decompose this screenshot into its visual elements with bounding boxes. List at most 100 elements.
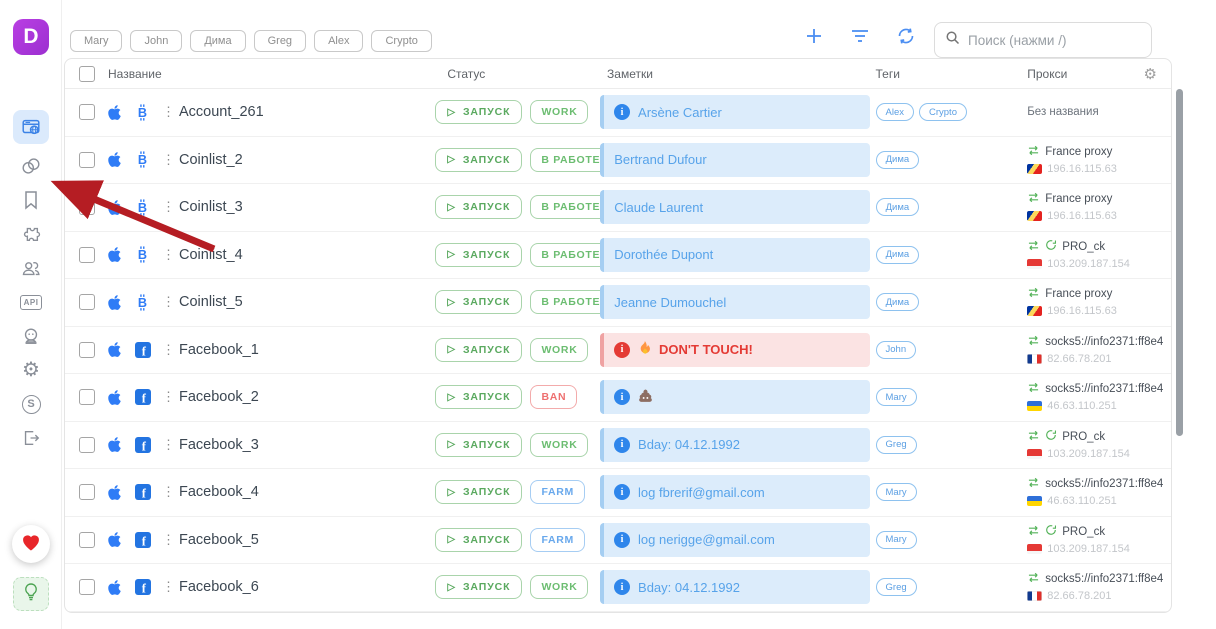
tag-chip[interactable]: Дима: [875, 245, 920, 264]
row-checkbox[interactable]: [79, 579, 95, 596]
status-badge[interactable]: В РАБОТЕ: [530, 242, 612, 267]
tag-chip[interactable]: Mary: [875, 530, 917, 549]
status-badge[interactable]: FARM: [530, 527, 585, 552]
launch-button[interactable]: ▷ ЗАПУСК: [435, 480, 523, 505]
status-badge[interactable]: WORK: [530, 432, 589, 457]
note[interactable]: i Bday: 04.12.1992: [600, 570, 871, 605]
ideas-button[interactable]: [13, 577, 49, 611]
row-checkbox[interactable]: [79, 294, 95, 311]
note[interactable]: i Dorothée Dupont: [600, 237, 871, 272]
row-menu-icon[interactable]: ⋮: [162, 531, 175, 547]
status-badge[interactable]: WORK: [530, 575, 589, 600]
launch-button[interactable]: ▷ ЗАПУСК: [435, 242, 523, 267]
launch-button[interactable]: ▷ ЗАПУСК: [435, 432, 523, 457]
row-checkbox[interactable]: [79, 199, 95, 216]
launch-button[interactable]: ▷ ЗАПУСК: [435, 100, 523, 125]
proxy-cell[interactable]: PRO_ck 103.209.187.154: [1015, 429, 1171, 460]
sidebar-item-statuses[interactable]: [14, 324, 48, 348]
proxy-cell[interactable]: France proxy 196.16.115.63: [1015, 145, 1171, 175]
sidebar-item-subscription[interactable]: S: [14, 392, 48, 416]
status-badge[interactable]: FARM: [530, 480, 585, 505]
proxy-cell[interactable]: socks5://info2371:ff8e4 82.66.78.201: [1015, 572, 1171, 602]
launch-button[interactable]: ▷ ЗАПУСК: [435, 147, 523, 172]
row-checkbox[interactable]: [79, 484, 95, 501]
note[interactable]: i Jeanne Dumouchel: [600, 285, 871, 320]
sidebar-item-bookmarks[interactable]: [14, 188, 48, 212]
tag-chip[interactable]: Дима: [875, 150, 920, 169]
status-badge[interactable]: WORK: [530, 337, 589, 362]
proxy-cell[interactable]: socks5://info2371:ff8e4 46.63.110.251: [1015, 382, 1171, 412]
proxy-cell[interactable]: France proxy 196.16.115.63: [1015, 287, 1171, 317]
row-checkbox[interactable]: [79, 341, 95, 358]
launch-button[interactable]: ▷ ЗАПУСК: [435, 290, 523, 315]
tag-chip[interactable]: Дима: [875, 293, 920, 312]
table-settings-gear-icon[interactable]: ⚙: [1143, 65, 1157, 83]
note[interactable]: i log nerigge@gmail.com: [600, 522, 871, 557]
search-input[interactable]: [968, 32, 1145, 48]
row-menu-icon[interactable]: ⋮: [162, 151, 175, 167]
tag-filter-chip[interactable]: Greg: [253, 30, 307, 52]
row-checkbox[interactable]: [79, 531, 95, 548]
launch-button[interactable]: ▷ ЗАПУСК: [435, 575, 523, 600]
vertical-scrollbar[interactable]: [1176, 89, 1183, 436]
note[interactable]: i Bday: 04.12.1992: [600, 427, 871, 462]
row-menu-icon[interactable]: ⋮: [162, 484, 175, 500]
favorites-button[interactable]: [12, 525, 50, 563]
row-checkbox[interactable]: [79, 246, 95, 263]
sidebar-item-api[interactable]: API: [14, 290, 48, 314]
tag-chip[interactable]: Greg: [875, 435, 917, 454]
tag-filter-chip[interactable]: Crypto: [371, 30, 432, 52]
tag-filter-chip[interactable]: Mary: [70, 30, 123, 52]
sidebar-item-extensions[interactable]: [14, 222, 48, 246]
tag-chip[interactable]: John: [875, 340, 917, 359]
proxy-cell[interactable]: Без названия: [1015, 106, 1171, 118]
tag-filter-chip[interactable]: John: [130, 30, 183, 52]
row-menu-icon[interactable]: ⋮: [162, 246, 175, 262]
status-badge[interactable]: В РАБОТЕ: [530, 195, 612, 220]
refresh-button[interactable]: [896, 26, 916, 46]
status-badge[interactable]: В РАБОТЕ: [530, 147, 612, 172]
tag-chip[interactable]: Дима: [875, 198, 920, 217]
sidebar-item-team[interactable]: [14, 256, 48, 280]
launch-button[interactable]: ▷ ЗАПУСК: [435, 195, 523, 220]
tag-chip[interactable]: Greg: [875, 578, 917, 597]
row-menu-icon[interactable]: ⋮: [162, 294, 175, 310]
row-menu-icon[interactable]: ⋮: [162, 199, 175, 215]
sidebar-item-settings[interactable]: ⚙: [14, 358, 48, 382]
sidebar-item-logout[interactable]: [14, 426, 48, 450]
tag-filter-chip[interactable]: Дима: [190, 30, 246, 52]
note[interactable]: i Claude Laurent: [600, 190, 871, 225]
proxy-cell[interactable]: socks5://info2371:ff8e4 46.63.110.251: [1015, 477, 1171, 507]
proxy-cell[interactable]: PRO_ck 103.209.187.154: [1015, 524, 1171, 555]
note[interactable]: i: [600, 380, 871, 415]
sidebar-item-profiles[interactable]: [13, 110, 49, 144]
proxy-cell[interactable]: socks5://info2371:ff8e4 82.66.78.201: [1015, 335, 1171, 365]
row-menu-icon[interactable]: ⋮: [162, 104, 175, 120]
sidebar-item-proxy[interactable]: [14, 154, 48, 178]
row-checkbox[interactable]: [79, 389, 95, 406]
status-badge[interactable]: BAN: [530, 385, 578, 410]
launch-button[interactable]: ▷ ЗАПУСК: [435, 385, 523, 410]
launch-button[interactable]: ▷ ЗАПУСК: [435, 527, 523, 552]
tag-chip[interactable]: Mary: [875, 483, 917, 502]
status-badge[interactable]: WORK: [530, 100, 589, 125]
tag-chip[interactable]: Mary: [875, 388, 917, 407]
row-checkbox[interactable]: [79, 104, 95, 121]
row-menu-icon[interactable]: ⋮: [162, 341, 175, 357]
launch-button[interactable]: ▷ ЗАПУСК: [435, 337, 523, 362]
note[interactable]: i Arsène Cartier: [600, 95, 871, 130]
status-badge[interactable]: В РАБОТЕ: [530, 290, 612, 315]
row-checkbox[interactable]: [79, 151, 95, 168]
proxy-cell[interactable]: France proxy 196.16.115.63: [1015, 192, 1171, 222]
row-menu-icon[interactable]: ⋮: [162, 389, 175, 405]
note[interactable]: i DON'T TOUCH!: [600, 332, 871, 367]
row-menu-icon[interactable]: ⋮: [162, 436, 175, 452]
select-all-checkbox[interactable]: [79, 65, 95, 82]
tag-filter-chip[interactable]: Alex: [314, 30, 364, 52]
tag-chip[interactable]: Alex: [875, 103, 914, 122]
dolphin-logo[interactable]: D: [13, 19, 49, 55]
proxy-cell[interactable]: PRO_ck 103.209.187.154: [1015, 239, 1171, 270]
row-menu-icon[interactable]: ⋮: [162, 579, 175, 595]
add-profile-button[interactable]: [804, 26, 824, 46]
row-checkbox[interactable]: [79, 436, 95, 453]
